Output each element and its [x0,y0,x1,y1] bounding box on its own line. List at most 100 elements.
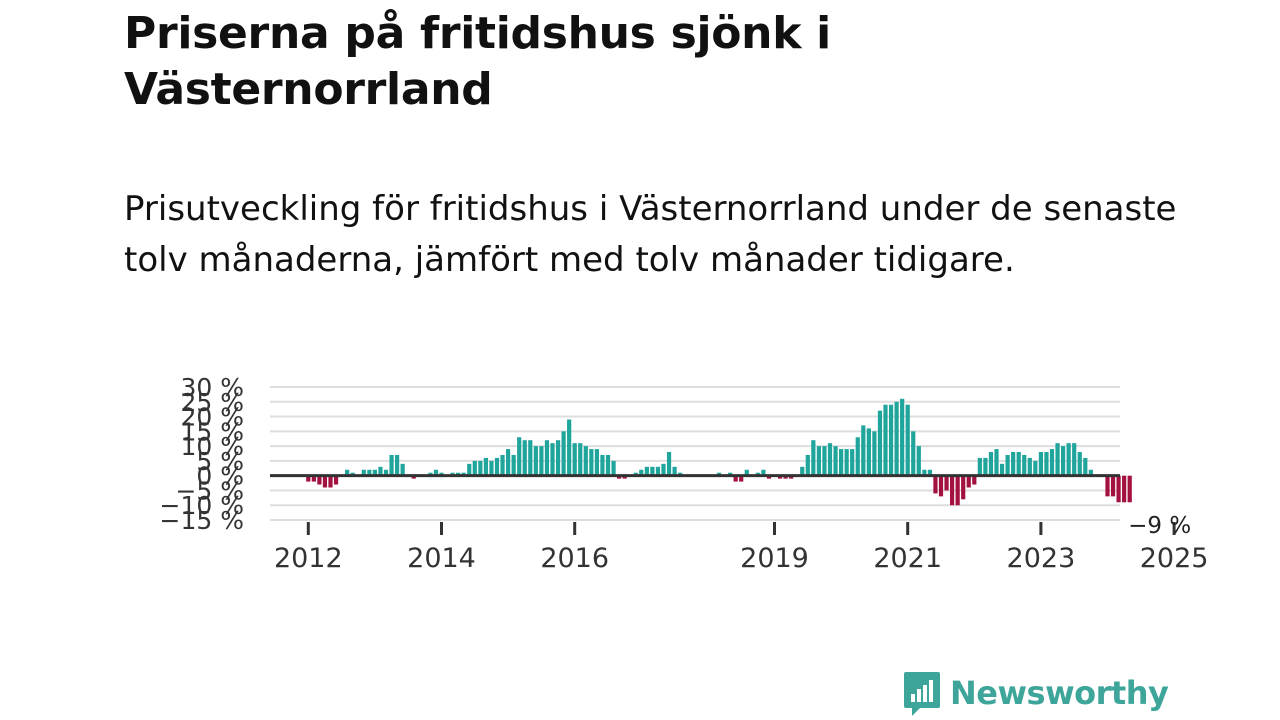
bar [827,443,833,476]
bar [1011,452,1016,476]
bar [1127,475,1132,503]
bar [666,452,672,476]
bar [1038,452,1043,476]
bar [1072,443,1077,476]
bar [822,446,827,476]
newsworthy-logo-icon [904,672,940,716]
x-tick-label: 2023 [1007,543,1076,574]
bar [999,463,1005,476]
bar [433,469,439,476]
bar [600,454,605,476]
y-axis: −15 %−10 %−5 %0 %5 %10 %15 %20 %25 %30 % [160,373,244,535]
x-tick-label: 2014 [407,543,476,574]
bar [833,446,838,476]
bar [955,475,960,506]
bar [850,449,855,476]
bar [961,475,966,500]
bar [672,466,677,476]
x-tick-label: 2012 [274,543,343,574]
y-tick-label: 0 % [196,462,244,491]
bar [655,466,661,476]
bar [567,419,572,476]
bar [578,443,583,476]
bar [561,431,566,476]
bar [1105,475,1110,497]
bar [933,475,938,494]
bar [511,454,516,476]
bar [483,457,488,476]
bar [594,449,599,476]
bar [639,469,644,476]
bar [533,446,538,476]
y-tick-label: 10 % [180,432,244,461]
y-tick-label: 5 % [196,447,244,476]
bar [916,446,921,476]
bar [389,454,394,476]
y-tick-label: −15 % [160,506,244,535]
bar [522,440,527,476]
bar [550,443,555,476]
bar [400,463,405,476]
bar [922,469,927,476]
bar [494,457,500,476]
bar [311,475,316,482]
bar [506,449,511,476]
x-tick-label: 2016 [540,543,609,574]
x-tick-label: 2019 [740,543,809,574]
bar-series [306,398,1132,506]
bar [1027,457,1032,476]
bar [894,401,899,476]
bar [877,410,883,476]
bar [861,425,866,476]
bar [966,475,971,488]
bar [544,440,550,476]
bar [844,449,849,476]
bar [816,446,821,476]
bar [472,460,477,476]
bar [927,469,932,476]
bar [944,475,949,491]
bar [378,466,383,476]
bar [583,446,588,476]
bar [900,398,905,476]
y-tick-label: 15 % [180,417,244,446]
bar [888,404,894,476]
last-value-label: −9 % [1128,513,1191,539]
bar [661,463,666,476]
y-tick-label: 30 % [180,373,244,402]
bar [322,475,328,488]
x-tick-label: 2025 [1140,543,1209,574]
bar [1005,454,1010,476]
bar [644,466,649,476]
bar [983,457,988,476]
bar [383,469,389,476]
bar [489,460,494,476]
bar [328,475,333,488]
bar [988,452,994,476]
bar [1061,446,1066,476]
bar [395,454,400,476]
bar [811,440,816,476]
bar [733,475,738,482]
bar [1122,475,1127,503]
bar [938,475,944,497]
bar [800,466,805,476]
bar [883,404,888,476]
x-tick-label: 2021 [873,543,942,574]
bar [306,475,311,482]
bar [650,466,655,476]
bar [866,428,871,476]
y-tick-label: 25 % [180,388,244,417]
bar [1049,449,1055,476]
brand-name: Newsworthy [950,674,1169,712]
annotations: −9 % [1128,513,1191,539]
y-tick-label: −5 % [175,476,244,505]
chart-subtitle: Prisutveckling för fritidshus i Västerno… [124,189,1177,280]
bar [1055,443,1060,476]
y-tick-label: 20 % [180,403,244,432]
bar [572,443,577,476]
bar [739,475,744,482]
bar [467,463,472,476]
bar [361,469,366,476]
bar [605,454,611,476]
